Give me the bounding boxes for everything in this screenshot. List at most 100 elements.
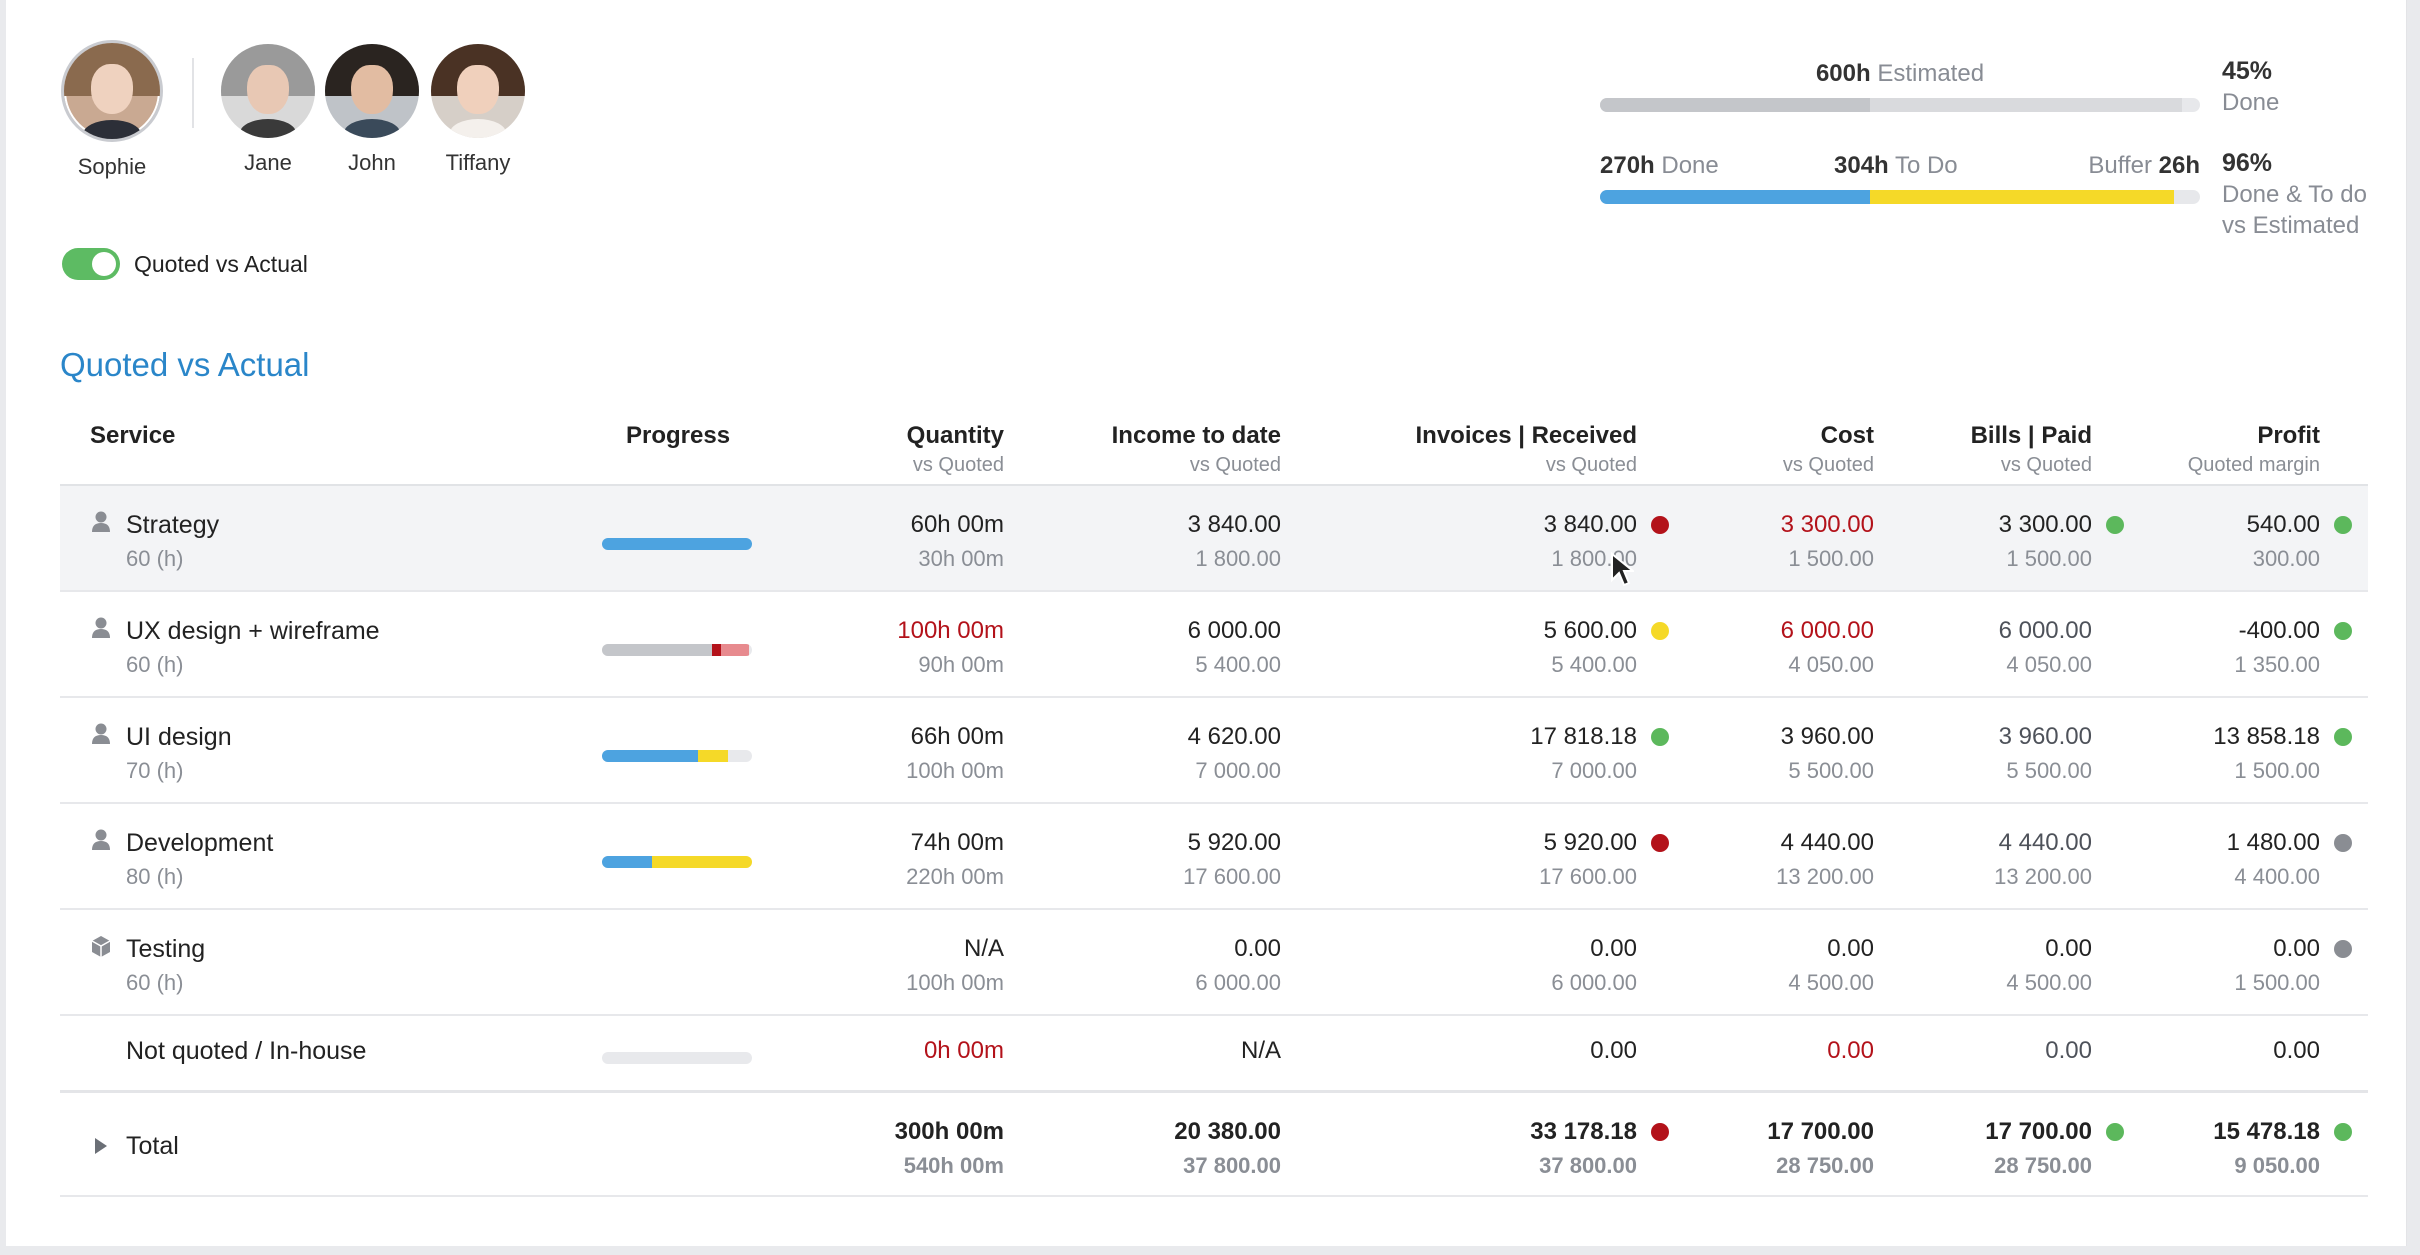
progress-bar <box>602 1052 752 1064</box>
profit-status-dot <box>2334 1123 2352 1141</box>
person-icon <box>90 828 112 852</box>
invoices-quoted-value: 37 800.00 <box>1539 1153 1637 1178</box>
profit-value: 13 858.18 <box>2213 723 2320 750</box>
invoices-quoted-value: 7 000.00 <box>1551 758 1637 783</box>
expand-triangle-icon[interactable] <box>90 1135 112 1159</box>
service-hours: 60 (h) <box>126 652 184 677</box>
cell-profit: 1 480.00 4 400.00 <box>2227 826 2320 894</box>
income-value: 4 620.00 <box>1187 723 1281 750</box>
avatar-sophie[interactable]: Sophie <box>42 40 182 180</box>
avatar <box>61 40 163 142</box>
person-icon <box>90 510 112 534</box>
invoices-quoted-value: 5 400.00 <box>1551 652 1637 677</box>
bills-quoted-value: 4 050.00 <box>2006 652 2092 677</box>
col-service[interactable]: Service <box>90 422 176 449</box>
progress-segment <box>698 750 728 762</box>
profit-status-dot <box>2334 940 2352 958</box>
avatar-john[interactable]: John <box>302 44 442 176</box>
cell-income: 20 380.00 37 800.00 <box>1174 1115 1281 1183</box>
cell-bills: 17 700.00 28 750.00 <box>1985 1115 2092 1183</box>
quoted-vs-actual-toggle-row: Quoted vs Actual <box>62 248 308 280</box>
table-row[interactable]: Strategy 60 (h) 60h 00m 30h 00m 3 840.00 1 80… <box>60 486 2368 592</box>
avatar-tiffany[interactable]: Tiffany <box>408 44 548 176</box>
service-hours: 70 (h) <box>126 758 184 783</box>
cell-invoices: 17 818.18 7 000.00 <box>1530 720 1637 788</box>
avatar <box>221 44 315 138</box>
profit-status-dot <box>2334 728 2352 746</box>
avatar-divider <box>192 58 194 128</box>
invoices-status-dot <box>1651 1123 1669 1141</box>
table-row[interactable]: Testing 60 (h) N/A 100h 00m 0.00 6 000.00 0.00… <box>60 910 2368 1016</box>
service-name[interactable]: UI design <box>126 723 232 751</box>
quantity-quoted-value: 220h 00m <box>906 864 1004 889</box>
service-cell: Development 80 (h) <box>126 826 273 894</box>
col-bills[interactable]: Bills | Paid vs Quoted <box>1970 422 2092 476</box>
income-value: 20 380.00 <box>1174 1118 1281 1145</box>
cost-value: 3 300.00 <box>1780 511 1874 538</box>
cell-income: N/A <box>1241 1034 1281 1068</box>
table-row[interactable]: UX design + wireframe 60 (h) 100h 00m 90h 0… <box>60 592 2368 698</box>
service-name[interactable]: Development <box>126 829 274 857</box>
cell-quantity: N/A 100h 00m <box>906 932 1004 1000</box>
service-name[interactable]: Not quoted / In-house <box>126 1037 367 1065</box>
service-name[interactable]: Testing <box>126 935 206 963</box>
cost-value: 4 440.00 <box>1780 829 1874 856</box>
table-row[interactable]: Not quoted / In-house 0h 00m N/A 0.00 0.00 0.… <box>60 1016 2368 1093</box>
profit-value: 540.00 <box>2246 511 2320 538</box>
quantity-value: 0h 00m <box>923 1037 1004 1064</box>
col-quantity[interactable]: Quantity vs Quoted <box>906 422 1004 476</box>
cell-income: 6 000.00 5 400.00 <box>1188 614 1281 682</box>
estimated-progress-bar <box>1600 98 2200 112</box>
progress-segment <box>602 644 712 656</box>
income-value: 6 000.00 <box>1187 617 1281 644</box>
bills-quoted-value: 1 500.00 <box>2006 546 2092 571</box>
cost-value: 17 700.00 <box>1767 1118 1874 1145</box>
col-cost[interactable]: Cost vs Quoted <box>1782 422 1874 476</box>
invoices-status-dot <box>1651 622 1669 640</box>
col-income[interactable]: Income to date vs Quoted <box>1111 422 1281 476</box>
income-quoted-value: 5 400.00 <box>1195 652 1281 677</box>
table-body: Strategy 60 (h) 60h 00m 30h 00m 3 840.00 1 80… <box>60 486 2368 1093</box>
invoices-value: 0.00 <box>1590 935 1637 962</box>
table-row[interactable]: UI design 70 (h) 66h 00m 100h 00m 4 620.00 7 … <box>60 698 2368 804</box>
income-value: 3 840.00 <box>1187 511 1281 538</box>
cell-cost: 6 000.00 4 050.00 <box>1781 614 1874 682</box>
service-cell: Testing 60 (h) <box>126 932 205 1000</box>
cost-value: 6 000.00 <box>1780 617 1874 644</box>
quoted-vs-actual-toggle[interactable] <box>62 248 120 280</box>
table-total-row[interactable]: Total 300h 00m 540h 00m 20 380.00 37 800.00… <box>60 1093 2368 1197</box>
cell-profit: 13 858.18 1 500.00 <box>2213 720 2320 788</box>
progress-segment <box>602 750 698 762</box>
profit-quoted-value: 1 500.00 <box>2234 970 2320 995</box>
profit-value: 15 478.18 <box>2213 1118 2320 1145</box>
cost-quoted-value: 13 200.00 <box>1776 864 1874 889</box>
cell-invoices: 5 600.00 5 400.00 <box>1544 614 1637 682</box>
cell-quantity: 66h 00m 100h 00m <box>906 720 1004 788</box>
bills-value: 0.00 <box>2045 1037 2092 1064</box>
col-profit[interactable]: Profit Quoted margin <box>2187 422 2320 476</box>
service-name[interactable]: UX design + wireframe <box>126 617 380 645</box>
avatar-name: John <box>348 150 396 175</box>
avatar-name: Sophie <box>77 154 147 179</box>
cell-quantity: 0h 00m <box>924 1034 1004 1068</box>
estimated-label: 600h Estimated <box>1815 60 1985 87</box>
progress-bar <box>602 538 752 550</box>
quantity-quoted-value: 100h 00m <box>906 758 1004 783</box>
cell-bills: 4 440.00 13 200.00 <box>1994 826 2092 894</box>
cell-profit: -400.00 1 350.00 <box>2234 614 2320 682</box>
progress-bar <box>602 750 752 762</box>
quantity-value: N/A <box>963 935 1004 962</box>
avatar-jane[interactable]: Jane <box>198 44 338 176</box>
profit-value: 0.00 <box>2273 1037 2320 1064</box>
service-name[interactable]: Strategy <box>126 511 220 539</box>
bills-quoted-value: 5 500.00 <box>2006 758 2092 783</box>
income-quoted-value: 17 600.00 <box>1183 864 1281 889</box>
mouse-cursor-icon <box>1611 552 1634 587</box>
table-row[interactable]: Development 80 (h) 74h 00m 220h 00m 5 920.00… <box>60 804 2368 910</box>
col-invoices[interactable]: Invoices | Received vs Quoted <box>1415 422 1638 476</box>
cell-bills: 3 300.00 1 500.00 <box>1999 508 2092 576</box>
profit-quoted-value: 9 050.00 <box>2234 1153 2320 1178</box>
quantity-value: 300h 00m <box>894 1118 1004 1145</box>
col-progress[interactable]: Progress <box>626 422 731 449</box>
cost-value: 3 960.00 <box>1780 723 1874 750</box>
